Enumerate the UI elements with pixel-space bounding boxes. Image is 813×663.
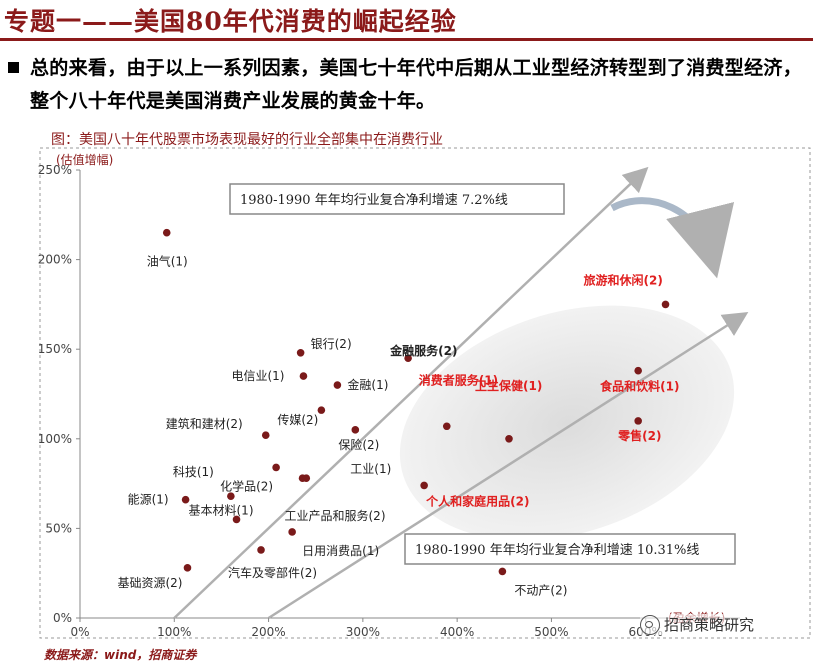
summary-text: 总的来看，由于以上一系列因素，美国七十年代中后期从工业型经济转型到了消费型经济，…	[30, 57, 803, 112]
data-point	[317, 406, 326, 414]
growth-line-10-31	[267, 311, 749, 620]
data-point	[181, 495, 190, 504]
data-point	[299, 372, 308, 380]
title-divider	[0, 38, 813, 41]
y-tick-label: 200%	[38, 253, 72, 267]
point-label: 旅游和休闲(2)	[584, 272, 663, 287]
data-point	[498, 567, 507, 576]
data-point	[288, 528, 296, 536]
point-label: 建筑和建材(2)	[166, 416, 243, 431]
annotation-box	[404, 533, 736, 565]
figure-title: 图：美国八十年代股票市场表现最好的行业全部集中在消费行业	[51, 132, 443, 148]
point-label: 保险(2)	[338, 437, 379, 452]
point-label: 工业(1)	[350, 462, 391, 476]
page-title: 专题一——美国80年代消费的崛起经验	[4, 7, 457, 36]
data-point	[333, 381, 342, 389]
annotation-text: 1980-1990 年年均行业复合净利增速 7.2%线	[240, 193, 508, 208]
watermark: 招商策略研究	[640, 614, 755, 635]
chart-frame	[39, 147, 811, 639]
y-tick-label: 0%	[53, 611, 72, 625]
x-tick-label: 500%	[534, 625, 568, 639]
point-label: 油气(1)	[147, 254, 188, 269]
annotation-text: 1980-1990 年年均行业复合净利增速 10.31%线	[415, 543, 699, 558]
data-point	[661, 300, 670, 309]
point-label: 电信业(1)	[231, 369, 284, 383]
point-label: 金融(1)	[347, 377, 388, 392]
data-point	[404, 354, 412, 362]
y-tick-label: 100%	[38, 432, 72, 446]
point-label: 消费者服务(1)	[419, 372, 498, 387]
x-tick-label: 200%	[251, 625, 285, 639]
y-tick-label: 50%	[45, 521, 72, 535]
data-point	[351, 426, 360, 434]
point-label: 不动产(2)	[514, 583, 567, 597]
data-source: 数据来源：wind，招商证券	[44, 648, 197, 662]
data-point	[442, 422, 451, 431]
point-label: 卫生保健(1)	[475, 378, 542, 393]
point-label: 汽车及零部件(2)	[228, 565, 317, 580]
point-label: 零售(2)	[617, 428, 661, 443]
data-point	[261, 431, 270, 440]
point-label: 个人和家庭用品(2)	[425, 493, 529, 508]
data-point	[296, 348, 305, 357]
data-point	[420, 481, 428, 490]
wechat-icon	[640, 614, 660, 635]
watermark-text: 招商策略研究	[664, 616, 755, 634]
point-label: 金融服务(2)	[389, 343, 457, 358]
data-point	[634, 366, 642, 375]
y-tick-label: 250%	[38, 163, 72, 177]
annotation-box	[229, 183, 565, 215]
y-tick-label: 150%	[38, 342, 72, 356]
point-label: 基本材料(1)	[189, 503, 254, 517]
data-point	[257, 546, 265, 554]
point-label: 传媒(2)	[277, 412, 318, 427]
point-label: 能源(1)	[128, 493, 169, 507]
x-tick-label: 0%	[70, 625, 89, 639]
data-point	[232, 515, 241, 524]
x-tick-label: 400%	[440, 625, 474, 639]
point-label: 日用消费品(1)	[302, 544, 379, 558]
bullet-square-icon	[8, 62, 19, 73]
data-point	[162, 228, 171, 237]
point-label: 食品和饮料(1)	[599, 379, 679, 394]
shift-curve-arrow	[610, 197, 735, 279]
growth-line-7-2	[173, 166, 649, 619]
x-tick-label: 300%	[346, 625, 380, 639]
x-tick-label: 100%	[157, 625, 191, 639]
point-label: 化学品(2)	[220, 478, 273, 493]
point-label: 科技(1)	[173, 465, 214, 479]
data-point	[272, 463, 280, 472]
point-label: 基础资源(2)	[117, 576, 182, 590]
data-point	[634, 417, 642, 425]
data-point	[227, 492, 235, 500]
data-point	[298, 474, 307, 483]
point-label: 工业产品和服务(2)	[285, 508, 386, 523]
data-point	[183, 564, 192, 572]
y-axis-label: (估值增幅)	[56, 152, 113, 167]
point-label: 银行(2)	[311, 337, 352, 351]
data-point	[505, 435, 513, 443]
